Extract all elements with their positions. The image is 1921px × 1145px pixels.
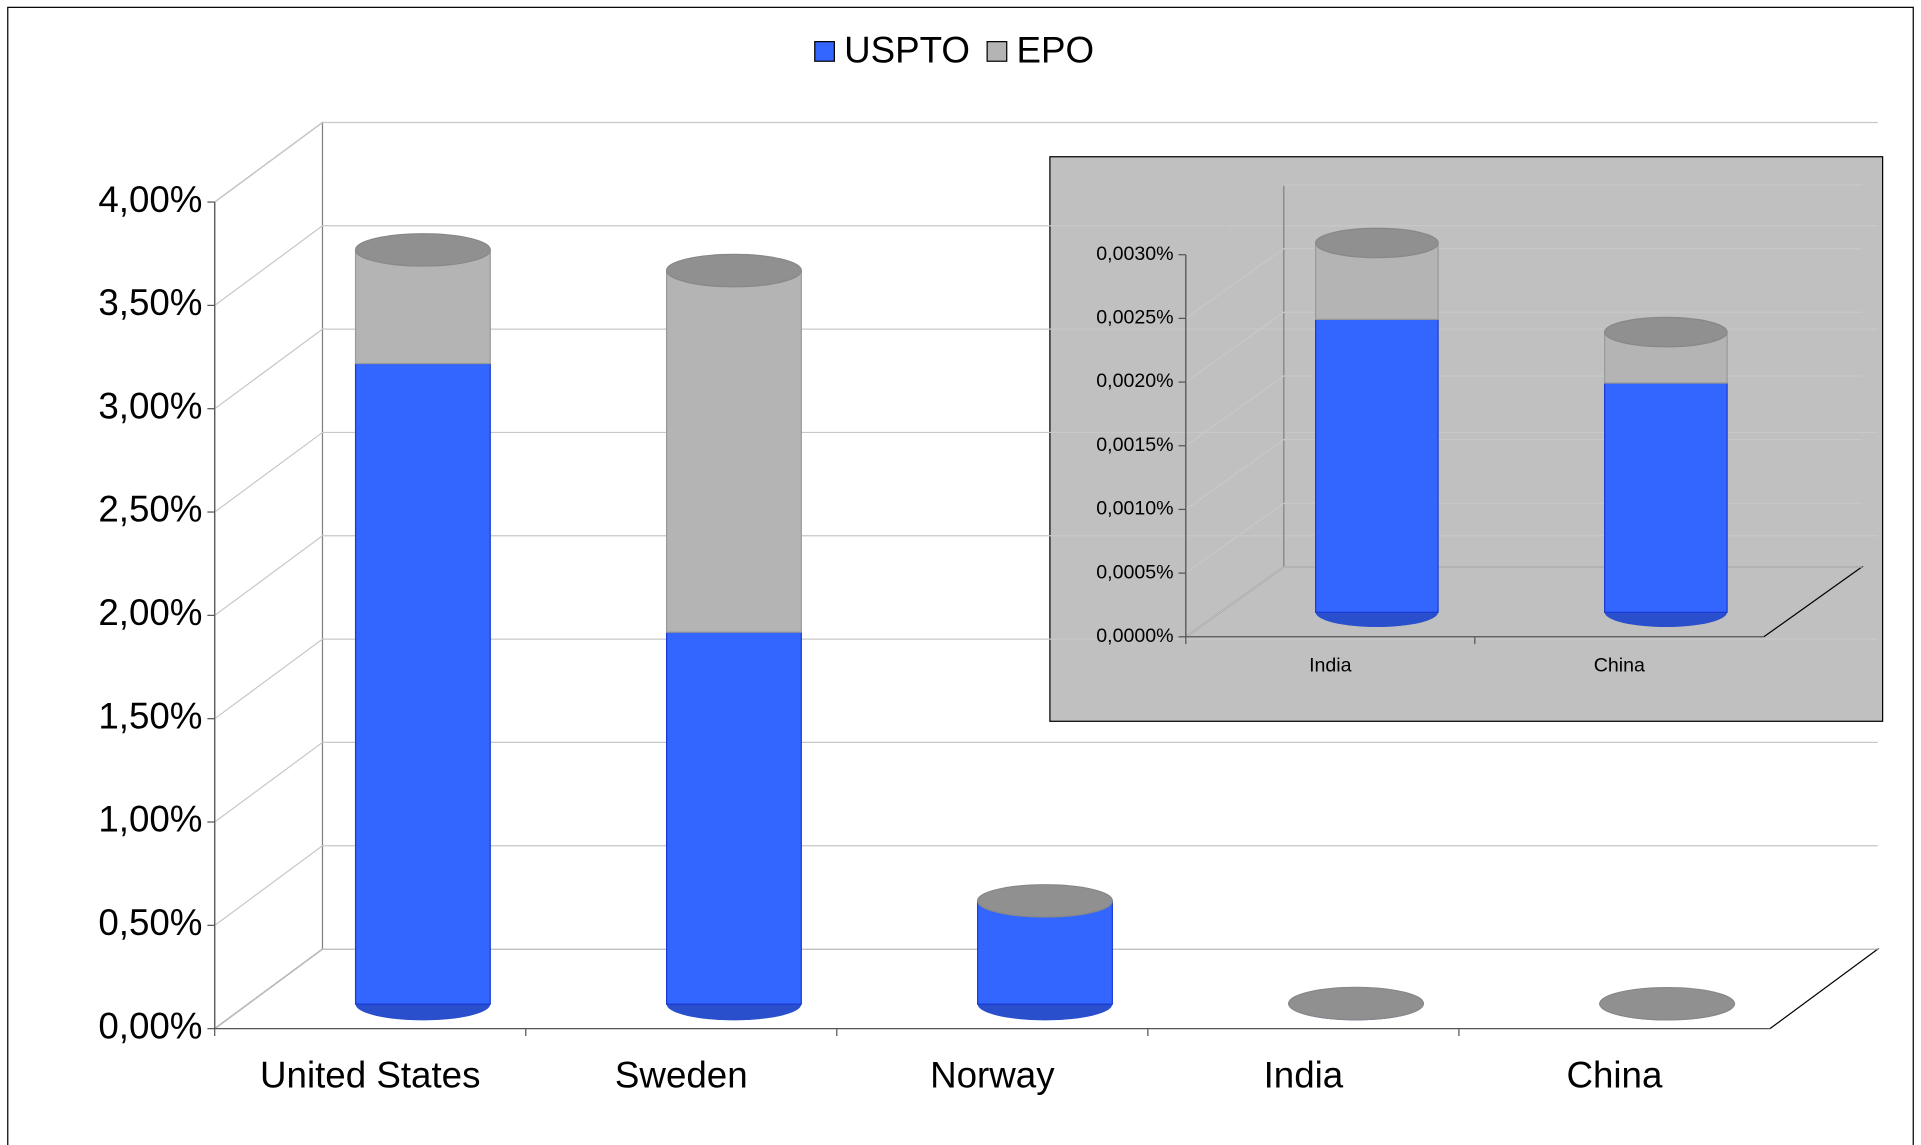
y-tick-label: 0,50% (98, 902, 202, 943)
inset-chart: 0,0000% 0,0005% 0,0010% 0,0015% 0,0020% 0,002… (1096, 183, 1864, 676)
y-tick-label: 4,00% (98, 179, 202, 220)
x-tick-label: India (1264, 1054, 1344, 1095)
y-tick-label: 0,0010% (1096, 498, 1173, 520)
main-chart: 0,00% 0,50% 1,00% 1,50% 2,00% 2,50% 3,00% 3,50%… (98, 29, 1880, 1095)
grid-line (1185, 184, 1862, 256)
y-tick-label: 0,0030% (1096, 243, 1173, 265)
bar-segment (1604, 382, 1728, 613)
y-tick-label: 0,00% (98, 1005, 202, 1046)
legend-label: USPTO (844, 29, 970, 70)
bar-top (354, 233, 491, 267)
bar-top (1599, 986, 1736, 1021)
bar-top (1604, 316, 1728, 348)
bar-top (1315, 227, 1439, 259)
grid-line (1185, 311, 1862, 383)
y-tick-label: 3,00% (98, 385, 202, 426)
y-tick-label: 1,50% (98, 695, 202, 736)
grid-line (214, 638, 1878, 720)
bar-segment (1315, 318, 1439, 613)
bar-segment (665, 269, 802, 633)
x-tick-label: India (1309, 654, 1352, 676)
x-tick-label: United States (260, 1054, 480, 1095)
x-tick-label: Norway (930, 1054, 1055, 1095)
bar-segment (354, 362, 491, 1005)
bar-top (1288, 986, 1425, 1021)
y-tick-label: 1,00% (98, 799, 202, 840)
x-tick-label: Sweden (615, 1054, 748, 1095)
y-tick-label: 0,0020% (1096, 370, 1173, 392)
bar-segment (354, 249, 491, 365)
grid-line (214, 225, 1878, 306)
bar-top (665, 253, 802, 288)
grid-line (214, 741, 1878, 823)
x-tick-label: China (1594, 654, 1645, 676)
y-tick-label: 3,50% (98, 282, 202, 323)
y-tick-label: 2,50% (98, 489, 202, 530)
y-tick-label: 0,0025% (1096, 307, 1173, 329)
y-tick-label: 0,0005% (1096, 561, 1173, 583)
bar-segment (977, 900, 1113, 1005)
grid-line (214, 948, 1878, 1030)
bar-top (977, 884, 1113, 918)
y-tick-label: 0,0015% (1096, 434, 1173, 456)
grid-line (1185, 247, 1862, 319)
x-tick-label: China (1566, 1054, 1663, 1095)
bar-segment (665, 631, 802, 1005)
legend-label: EPO (1017, 29, 1095, 70)
y-tick-label: 2,00% (98, 592, 202, 633)
legend-swatch (814, 41, 835, 62)
y-tick-label: 0,0000% (1096, 625, 1173, 647)
legend-swatch (986, 41, 1008, 62)
grid-line (214, 121, 1878, 203)
grid-line (214, 845, 1878, 926)
